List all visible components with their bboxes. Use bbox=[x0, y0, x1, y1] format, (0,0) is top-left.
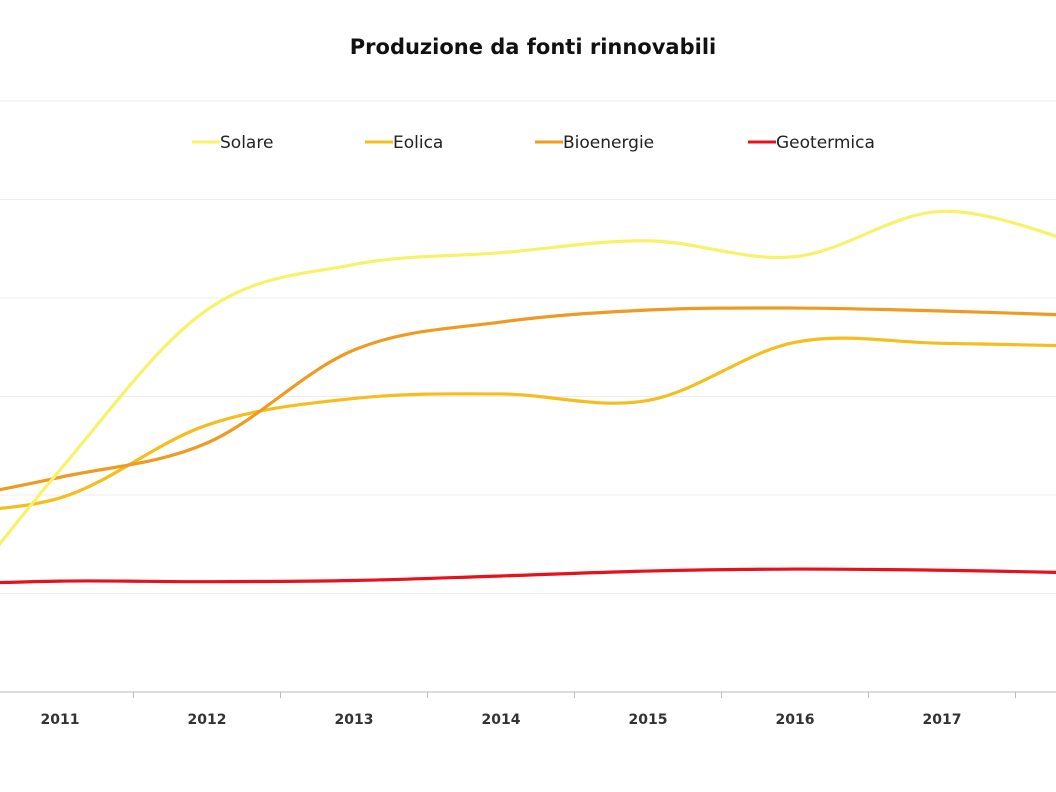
legend-item-geotermica: Geotermica bbox=[748, 133, 875, 153]
x-tick-label: 2017 bbox=[923, 712, 962, 728]
legend-item-solare: Solare bbox=[192, 133, 273, 153]
legend-label: Eolica bbox=[393, 133, 443, 153]
series-line-bioenergie bbox=[0, 306, 1056, 492]
legend-label: Bioenergie bbox=[563, 133, 654, 153]
x-tick-label: 2012 bbox=[188, 712, 227, 728]
legend-label: Geotermica bbox=[776, 133, 875, 153]
x-tick-label: 2016 bbox=[776, 712, 815, 728]
legend: Solare Eolica Bioenergie Geotermica bbox=[192, 133, 875, 153]
series-line-eolica bbox=[0, 336, 1056, 510]
x-axis: 201020112012201320142015201620172018 bbox=[0, 691, 1056, 728]
gridlines bbox=[0, 100, 1056, 594]
chart-title: Produzione da fonti rinnovabili bbox=[350, 35, 716, 59]
legend-item-eolica: Eolica bbox=[365, 133, 443, 153]
series-line-solare bbox=[0, 209, 1056, 547]
x-tick-label: 2015 bbox=[629, 712, 668, 728]
legend-item-bioenergie: Bioenergie bbox=[535, 133, 654, 153]
series-lines bbox=[0, 209, 1056, 585]
legend-label: Solare bbox=[220, 133, 273, 153]
x-tick-label: 2011 bbox=[41, 712, 80, 728]
x-tick-label: 2013 bbox=[335, 712, 374, 728]
series-line-geotermica bbox=[0, 567, 1056, 585]
x-tick-label: 2014 bbox=[482, 712, 521, 728]
